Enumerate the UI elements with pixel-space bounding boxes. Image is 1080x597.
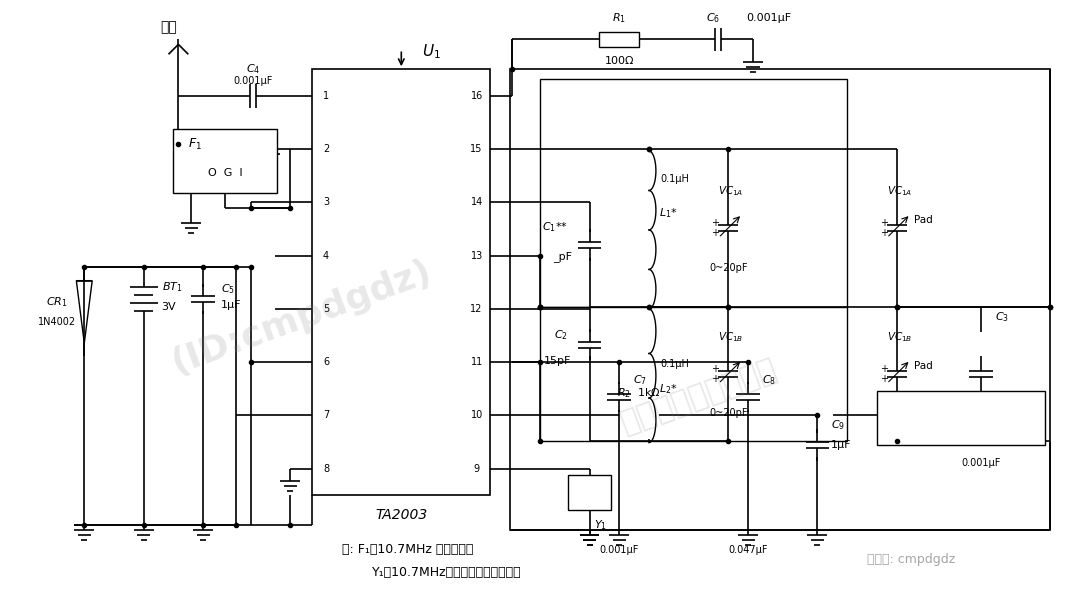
Text: 7: 7 (323, 410, 329, 420)
Text: 13: 13 (471, 251, 483, 260)
Text: 11: 11 (471, 357, 483, 367)
Text: 3: 3 (323, 197, 329, 207)
Text: $L_2$*: $L_2$* (659, 381, 677, 396)
Text: $VC_{1B}$: $VC_{1B}$ (718, 330, 744, 344)
Text: _pF: _pF (553, 251, 571, 262)
Text: +: + (712, 364, 719, 374)
Bar (312, 69, 490, 495)
Text: 0.1μH: 0.1μH (661, 359, 690, 369)
Text: 0~20pF: 0~20pF (708, 408, 747, 418)
Text: 天线: 天线 (160, 20, 177, 35)
Text: $U_1$: $U_1$ (421, 42, 441, 61)
Text: $Y_1$: $Y_1$ (582, 485, 597, 501)
Text: 15pF: 15pF (544, 356, 571, 367)
Text: $C_3$: $C_3$ (995, 310, 1009, 324)
Text: $C_1$**: $C_1$** (542, 220, 568, 234)
Text: 10: 10 (471, 410, 483, 420)
Text: 1N4002: 1N4002 (38, 317, 76, 327)
Text: $C_8$: $C_8$ (761, 373, 777, 387)
Bar (599, 32, 639, 47)
Text: Pad: Pad (915, 215, 933, 225)
Bar (510, 69, 1050, 530)
Text: O  G  I: O G I (207, 168, 242, 178)
Bar (619, 407, 659, 423)
Text: 15: 15 (471, 144, 483, 154)
Text: $VC_{1B}$: $VC_{1B}$ (887, 330, 913, 344)
Text: +: + (880, 218, 888, 228)
Text: 100Ω: 100Ω (605, 56, 634, 66)
Text: $VC_{1A}$: $VC_{1A}$ (718, 184, 744, 198)
Text: 14: 14 (471, 197, 483, 207)
Text: 0.1μH: 0.1μH (661, 174, 690, 184)
Bar (540, 307, 847, 441)
Text: 0.047μF: 0.047μF (728, 544, 768, 555)
Text: 1: 1 (323, 91, 329, 101)
Text: 9: 9 (473, 463, 480, 473)
Text: +: + (880, 228, 888, 238)
Text: $C_5$: $C_5$ (221, 282, 235, 296)
Text: (ID:cmpdgdz): (ID:cmpdgdz) (167, 254, 437, 380)
Text: $Y_1$: $Y_1$ (594, 518, 608, 532)
Bar (540, 79, 847, 307)
Text: 音频输出: 音频输出 (946, 409, 976, 421)
Text: +: + (712, 374, 719, 384)
Text: $CR_1$: $CR_1$ (45, 295, 67, 309)
Text: 4: 4 (323, 251, 329, 260)
Text: 0.001μF: 0.001μF (961, 458, 1000, 469)
Text: $C_4$: $C_4$ (245, 62, 260, 76)
Text: +: + (880, 364, 888, 374)
Bar (174, 128, 278, 193)
Text: 1μF: 1μF (832, 440, 852, 450)
Text: 3V: 3V (162, 302, 176, 312)
Text: 8: 8 (323, 463, 329, 473)
Text: 机械工业出版社视界: 机械工业出版社视界 (617, 355, 781, 438)
Text: 6: 6 (323, 357, 329, 367)
Text: Pad: Pad (915, 361, 933, 371)
Text: 0~20pF: 0~20pF (708, 263, 747, 273)
Text: +: + (880, 374, 888, 384)
Text: $L_1$*: $L_1$* (659, 207, 677, 220)
Text: 1μF: 1μF (221, 300, 242, 310)
Text: 12: 12 (471, 304, 483, 314)
Text: 5: 5 (323, 304, 329, 314)
Text: $R_1$: $R_1$ (612, 11, 626, 24)
Text: 注: F₁为10.7MHz 陶瓷滤波器: 注: F₁为10.7MHz 陶瓷滤波器 (342, 543, 473, 556)
Text: Y₁为10.7MHz陶瓷谐振和正交探测器: Y₁为10.7MHz陶瓷谐振和正交探测器 (372, 566, 522, 579)
Text: $C_7$: $C_7$ (633, 373, 647, 387)
Text: 0.001μF: 0.001μF (233, 76, 272, 86)
Text: 0.001μF: 0.001μF (746, 13, 792, 23)
Text: 0.001μF: 0.001μF (599, 544, 639, 555)
Text: $C_9$: $C_9$ (832, 418, 846, 432)
Text: $F_1$: $F_1$ (188, 137, 202, 152)
Text: +: + (712, 218, 719, 228)
Text: $C_6$: $C_6$ (706, 11, 720, 24)
Text: TA2003: TA2003 (375, 508, 428, 522)
Text: $R_2$  1kΩ: $R_2$ 1kΩ (618, 387, 661, 401)
Text: 16: 16 (471, 91, 483, 101)
Text: +: + (712, 228, 719, 238)
Bar (877, 390, 1045, 445)
Text: 2: 2 (323, 144, 329, 154)
Text: $VC_{1A}$: $VC_{1A}$ (887, 184, 913, 198)
Text: $C_2$: $C_2$ (554, 328, 568, 341)
Text: 微信号: cmpdgdz: 微信号: cmpdgdz (867, 553, 955, 566)
Text: $BT_1$: $BT_1$ (162, 280, 183, 294)
Bar (568, 475, 611, 510)
